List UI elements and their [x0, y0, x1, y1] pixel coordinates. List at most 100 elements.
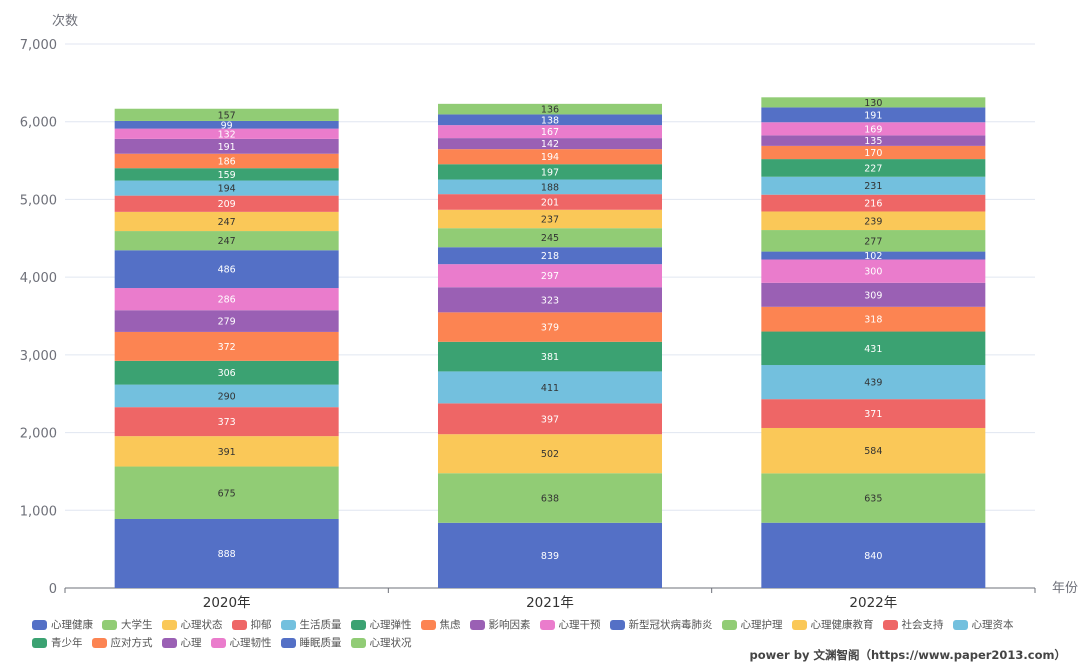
bar-segment: [114, 436, 339, 467]
data-label: 486: [218, 265, 236, 276]
legend-item[interactable]: 心理韧性: [210, 635, 272, 651]
legend-swatch: [539, 620, 555, 630]
legend-item[interactable]: 心理资本: [952, 617, 1014, 633]
bar-segment: [438, 228, 662, 248]
y-tick-label: 1,000: [20, 504, 57, 519]
bar-segment: [114, 407, 339, 437]
bar-segment: [761, 135, 986, 146]
bar-segment: [761, 159, 986, 177]
legend-swatch: [469, 620, 485, 630]
bar-segment: [761, 399, 986, 428]
bar-segment: [438, 164, 662, 180]
data-label: 888: [218, 549, 236, 560]
data-label: 286: [218, 295, 236, 306]
legend-item[interactable]: 心理状态: [161, 617, 223, 633]
legend-item[interactable]: 睡眠质量: [280, 635, 342, 651]
bar-segment: [438, 103, 662, 115]
legend-item[interactable]: 心理护理: [721, 617, 783, 633]
data-label: 323: [541, 295, 559, 306]
legend-swatch: [210, 638, 226, 648]
y-tick-label: 0: [49, 582, 57, 597]
data-label: 194: [218, 184, 236, 195]
data-label: 237: [541, 214, 559, 225]
legend-swatch: [952, 620, 968, 630]
bar-segment: [114, 180, 339, 196]
legend-label: 新型冠状病毒肺炎: [628, 619, 713, 631]
bar-segment: [761, 107, 986, 123]
data-label: 373: [218, 417, 236, 428]
legend-item[interactable]: 社会支持: [882, 617, 944, 633]
legend-item[interactable]: 焦虑: [420, 617, 461, 633]
bar-segment: [114, 231, 339, 251]
bar-segment: [438, 403, 662, 435]
legend-item[interactable]: 抑郁: [231, 617, 272, 633]
y-tick-label: 6,000: [20, 116, 57, 131]
bar-segment: [761, 145, 986, 160]
legend-item[interactable]: 心理: [161, 635, 202, 651]
bar-segment: [438, 138, 662, 150]
x-tick-label: 2021年: [526, 595, 574, 611]
data-label: 379: [541, 323, 559, 334]
legend-item[interactable]: 新型冠状病毒肺炎: [609, 617, 713, 633]
data-label: 247: [218, 236, 236, 247]
legend-swatch: [102, 620, 117, 630]
legend-label: 生活质量: [299, 619, 342, 631]
legend-swatch: [161, 620, 177, 630]
data-label: 391: [218, 447, 236, 458]
data-label: 218: [541, 251, 559, 262]
legend-swatch: [350, 638, 366, 648]
data-label: 138: [541, 115, 559, 126]
legend-label: 心理护理: [740, 619, 783, 631]
data-label: 194: [541, 152, 559, 163]
legend-item[interactable]: 大学生: [102, 617, 153, 633]
legend-item[interactable]: 心理弹性: [350, 617, 412, 633]
bar-segment: [438, 434, 662, 474]
legend-item[interactable]: 心理状况: [350, 635, 412, 651]
data-label: 132: [218, 129, 236, 140]
bar-segment: [114, 310, 339, 332]
data-label: 209: [218, 199, 236, 210]
bar-segment: [438, 473, 662, 523]
legend-swatch: [280, 638, 296, 648]
legend-item[interactable]: 青少年: [32, 635, 83, 651]
bar-segment: [761, 194, 986, 212]
data-label: 159: [218, 170, 236, 181]
legend-item[interactable]: 应对方式: [91, 635, 153, 651]
legend-label: 心理韧性: [229, 637, 272, 649]
bar-segment: [438, 264, 662, 288]
legend-swatch: [91, 638, 107, 648]
bar-segment: [438, 209, 662, 229]
chart-legend: 心理健康 大学生 心理状态 抑郁 生活质量 心理弹性 焦虑 影响因素 心理干预 新型冠状病毒肺炎心…: [32, 617, 1062, 653]
bar-segment: [114, 250, 339, 289]
data-label: 102: [864, 251, 882, 262]
legend-swatch: [161, 638, 177, 648]
legend-item[interactable]: 影响因素: [469, 617, 531, 633]
data-label: 439: [864, 378, 882, 389]
bar-segment: [114, 288, 339, 311]
data-label: 201: [541, 197, 559, 208]
legend-label: 心理健康: [51, 619, 93, 631]
legend-item[interactable]: 生活质量: [280, 617, 342, 633]
legend-swatch: [420, 620, 436, 630]
legend-label: 心理资本: [971, 619, 1014, 631]
data-label: 675: [218, 488, 236, 499]
legend-item[interactable]: 心理健康: [32, 617, 93, 633]
y-tick-label: 4,000: [20, 271, 57, 286]
bar-segment: [761, 259, 986, 283]
bar-segment: [114, 153, 339, 169]
data-label: 502: [541, 449, 559, 460]
data-label: 372: [218, 342, 236, 353]
bar-segment: [761, 251, 986, 260]
bar-segment: [438, 287, 662, 313]
data-label: 397: [541, 414, 559, 425]
legend-swatch: [609, 620, 625, 630]
legend-item[interactable]: 心理健康教育: [791, 617, 874, 633]
legend-item[interactable]: 心理干预: [539, 617, 601, 633]
data-label: 279: [218, 317, 236, 328]
bar-segment: [761, 211, 986, 231]
bar-segment: [438, 114, 662, 126]
bar-segment: [114, 211, 339, 232]
data-label: 136: [541, 105, 559, 116]
legend-swatch: [721, 620, 737, 630]
data-label: 99: [221, 120, 233, 131]
